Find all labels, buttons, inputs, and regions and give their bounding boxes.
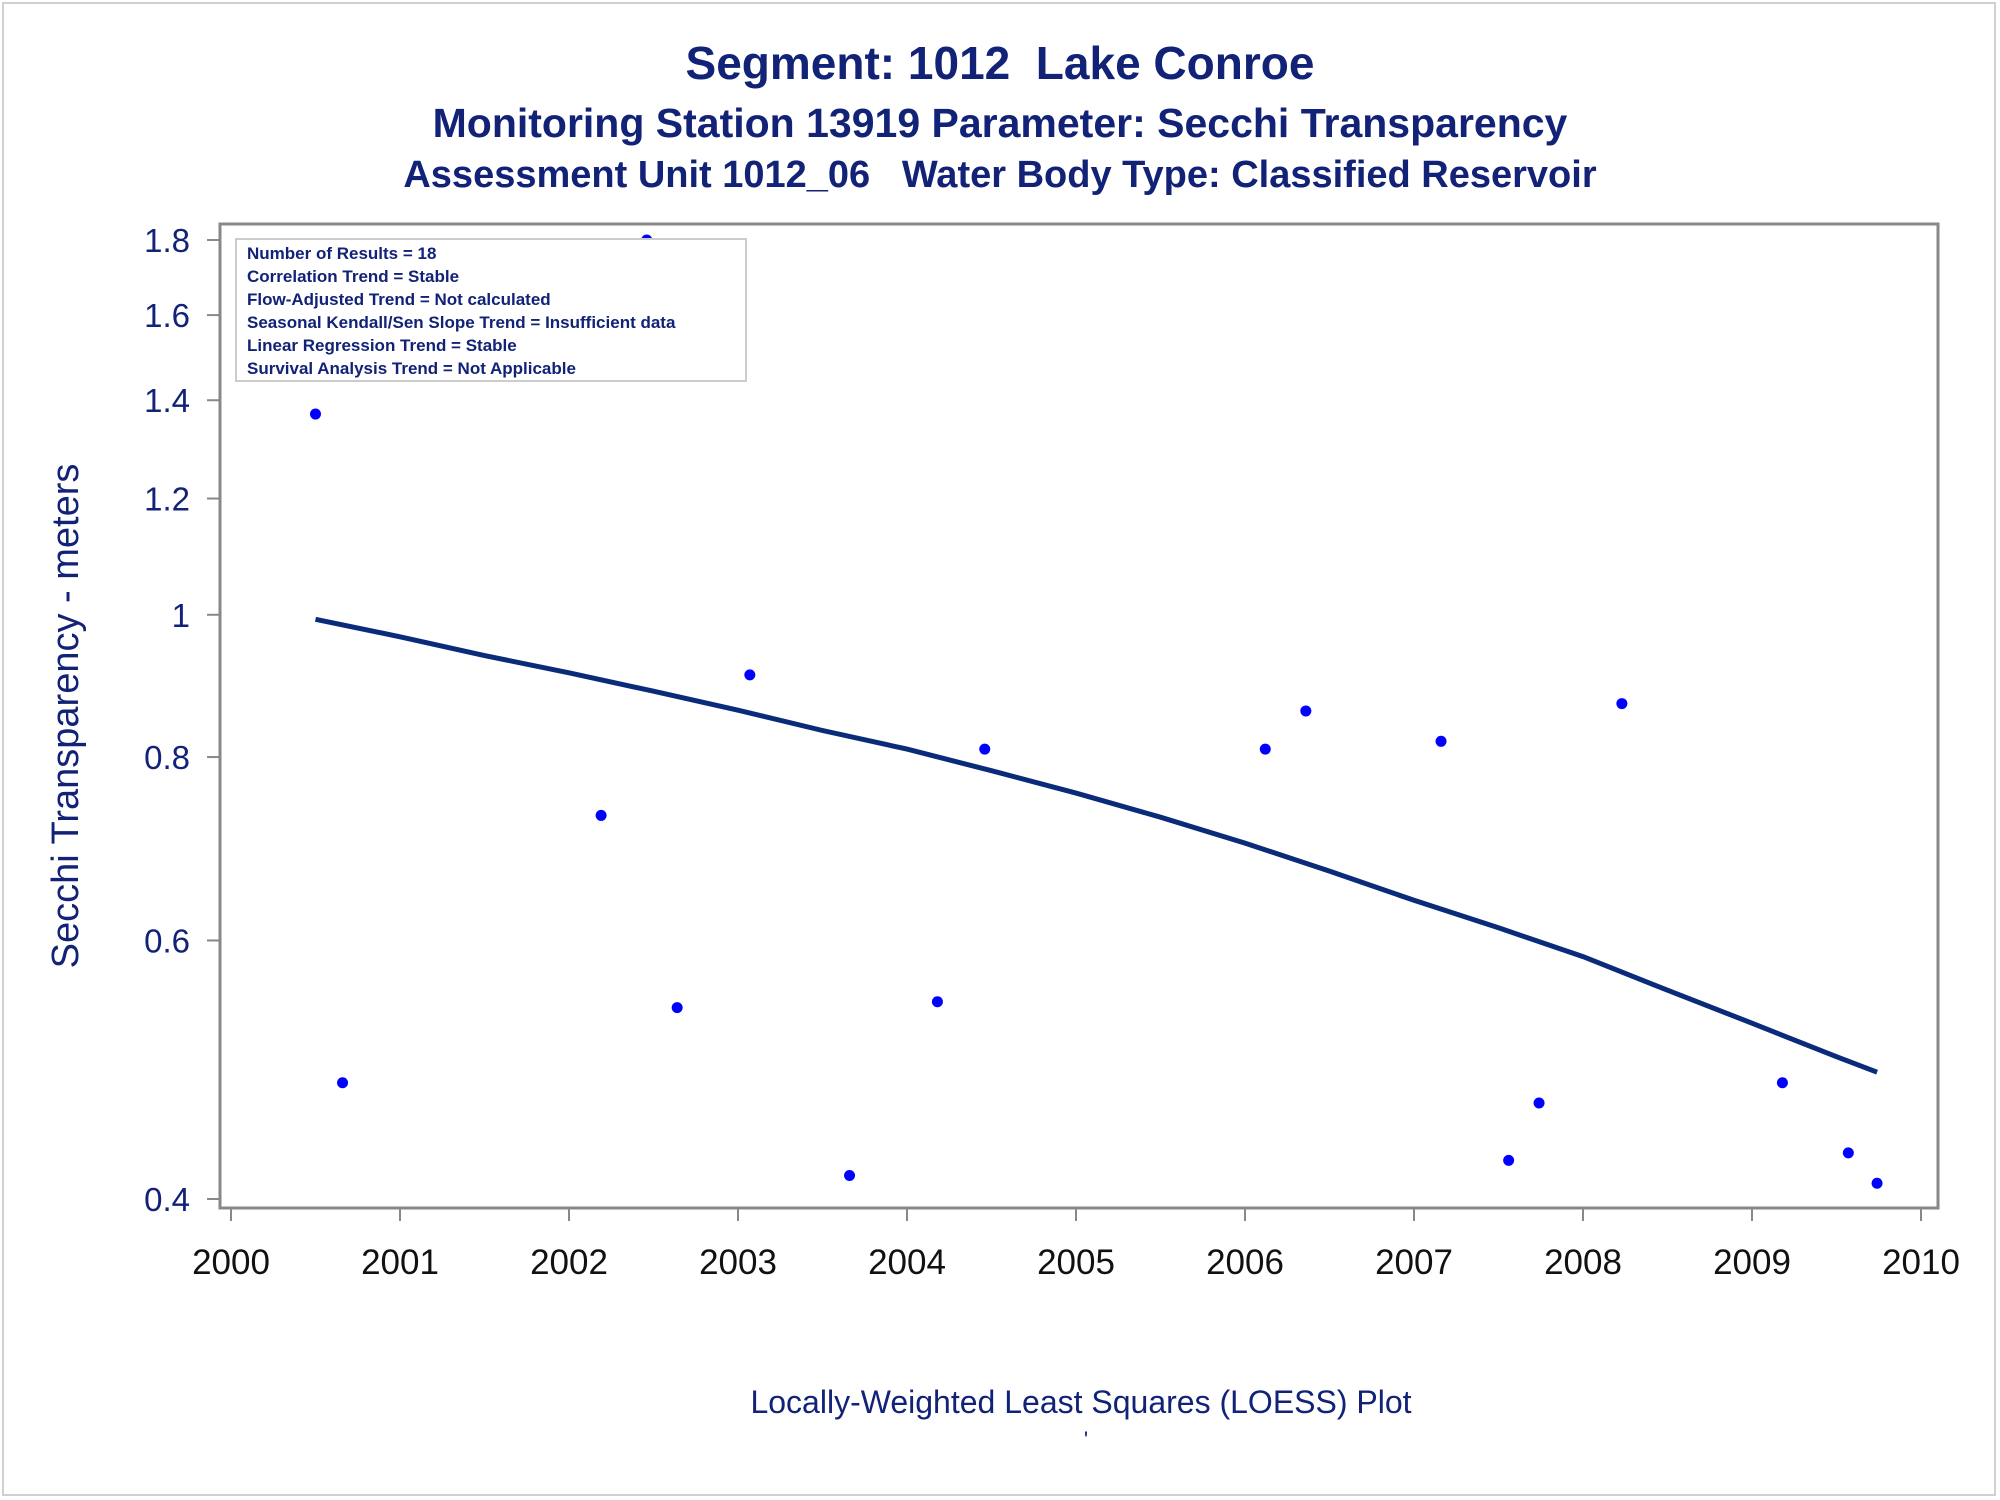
stats-box-border bbox=[235, 238, 747, 382]
y-tick-label: 1.2 bbox=[144, 481, 190, 518]
y-tick-label: 1.8 bbox=[144, 222, 190, 259]
x-tick-label: 2000 bbox=[192, 1243, 270, 1282]
data-point bbox=[1503, 1154, 1515, 1166]
y-axis-label: Secchi Transparency - meters bbox=[45, 464, 87, 969]
chart-subtitle-assessment: Assessment Unit 1012_06 Water Body Type:… bbox=[403, 154, 1597, 196]
x-tick-label: 2003 bbox=[699, 1243, 777, 1282]
x-tick-label: 2001 bbox=[361, 1243, 439, 1282]
stats-line-linear-regression: Linear Regression Trend = Stable bbox=[247, 336, 517, 355]
data-point bbox=[1871, 1177, 1883, 1189]
y-tick-label: 1.6 bbox=[144, 297, 190, 334]
data-point bbox=[595, 809, 607, 821]
y-tick-label: 0.8 bbox=[144, 739, 190, 776]
plot-area-border bbox=[218, 222, 1940, 1210]
loess-curve bbox=[314, 616, 1878, 1075]
stats-line-seasonal-kendall: Seasonal Kendall/Sen Slope Trend = Insuf… bbox=[247, 313, 676, 332]
footer-mark: ' bbox=[1084, 1427, 1088, 1452]
x-tick-label: 2006 bbox=[1206, 1243, 1284, 1282]
data-point bbox=[844, 1170, 856, 1182]
y-tick-label: 0.6 bbox=[144, 922, 190, 959]
y-tick-label: 1.4 bbox=[144, 382, 190, 419]
x-tick-label: 2005 bbox=[1037, 1243, 1115, 1282]
data-point bbox=[744, 669, 756, 681]
stats-line-flow-adjusted: Flow-Adjusted Trend = Not calculated bbox=[247, 290, 551, 309]
data-points bbox=[310, 234, 1883, 1189]
data-point bbox=[979, 743, 991, 755]
x-tick-label: 2004 bbox=[868, 1243, 946, 1282]
data-point bbox=[1300, 705, 1312, 717]
data-point bbox=[671, 1002, 683, 1014]
data-point bbox=[337, 1077, 349, 1089]
data-point bbox=[1435, 735, 1447, 747]
data-point bbox=[310, 408, 321, 420]
y-axis: 0.4 0.6 0.8 1 1.2 1.4 1.6 1.8 bbox=[144, 222, 220, 1218]
x-tick-label: 2008 bbox=[1544, 1243, 1622, 1282]
stats-box: Number of Results = 18 Correlation Trend… bbox=[235, 238, 747, 382]
data-point bbox=[1842, 1147, 1854, 1159]
y-tick-label: 0.4 bbox=[144, 1181, 190, 1218]
stats-line-results: Number of Results = 18 bbox=[247, 244, 436, 263]
chart-subtitle-station: Monitoring Station 13919 Parameter: Secc… bbox=[432, 100, 1568, 146]
y-tick-label: 1 bbox=[172, 597, 190, 634]
stats-line-correlation: Correlation Trend = Stable bbox=[247, 267, 459, 286]
data-point bbox=[1776, 1077, 1788, 1089]
x-tick-label: 2010 bbox=[1882, 1243, 1960, 1282]
x-tick-label: 2002 bbox=[530, 1243, 608, 1282]
data-point bbox=[1533, 1097, 1545, 1109]
chart-title: Segment: 1012 Lake Conroe bbox=[685, 37, 1315, 89]
x-axis: 2000 2001 2002 2003 2004 2005 2006 2007 2008 2009… bbox=[192, 1208, 1960, 1282]
footer-caption: Locally-Weighted Least Squares (LOESS) P… bbox=[750, 1384, 1411, 1420]
data-point bbox=[931, 996, 943, 1008]
x-tick-label: 2007 bbox=[1375, 1243, 1453, 1282]
stats-line-survival: Survival Analysis Trend = Not Applicable bbox=[247, 359, 576, 378]
data-point bbox=[1259, 743, 1271, 755]
data-point bbox=[1616, 698, 1628, 710]
x-tick-label: 2009 bbox=[1713, 1243, 1791, 1282]
